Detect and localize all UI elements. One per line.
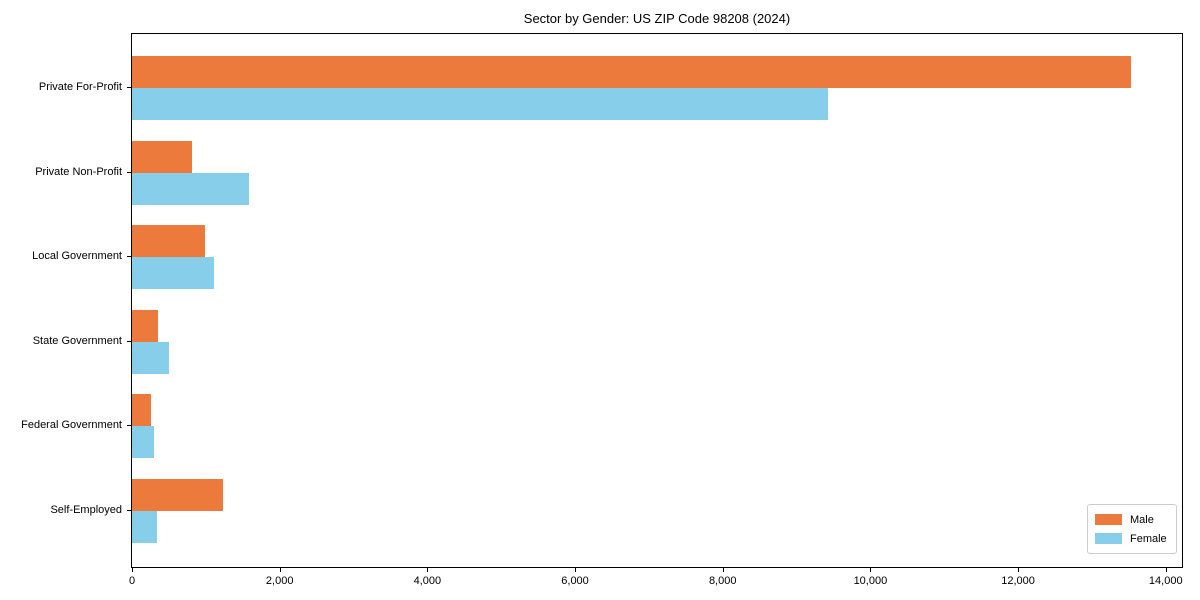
y-axis-label: Local Government	[32, 250, 122, 262]
bar-male-6	[132, 478, 223, 511]
bar-male-4	[132, 309, 158, 342]
x-tick-mark	[427, 568, 429, 572]
bar-female-3	[132, 257, 214, 289]
bar-male-2	[132, 140, 193, 173]
x-axis-label: 2,000	[265, 575, 294, 587]
bar-male-5	[132, 394, 152, 426]
x-axis-label: 12,000	[1001, 575, 1035, 587]
y-tick-mark	[127, 256, 131, 257]
x-axis-label: 14,000	[1148, 575, 1183, 587]
bar-female-5	[132, 426, 155, 458]
bar-female-6	[132, 510, 158, 543]
bar-male-1	[132, 56, 1132, 88]
chart-title: Sector by Gender: US ZIP Code 98208 (202…	[523, 11, 791, 26]
y-axis-label: Federal Government	[21, 419, 122, 431]
x-tick-mark	[575, 568, 577, 572]
plot-area	[131, 33, 1183, 568]
bar-female-2	[132, 172, 249, 205]
y-axis-label: Self-Employed	[50, 503, 122, 516]
y-tick-mark	[127, 509, 131, 511]
bar-female-4	[132, 341, 169, 374]
x-tick-mark	[870, 568, 872, 572]
y-axis-label: Private Non-Profit	[35, 165, 122, 178]
x-tick-mark	[132, 568, 133, 572]
x-axis-label: 4,000	[413, 575, 442, 587]
legend-label-male: Male	[1130, 513, 1154, 526]
legend-item-female: Female	[1095, 529, 1168, 548]
y-axis-label: State Government	[32, 334, 122, 347]
x-tick-mark	[722, 568, 724, 572]
male-swatch	[1095, 514, 1122, 525]
bar-female-1	[132, 88, 829, 120]
x-axis-label: 0	[128, 575, 136, 587]
x-tick-mark	[1165, 568, 1167, 572]
y-tick-mark	[127, 340, 131, 342]
x-tick-mark	[279, 568, 281, 572]
y-axis-label: Private For-Profit	[38, 81, 122, 93]
legend-item-male: Male	[1095, 510, 1168, 529]
y-tick-mark	[127, 425, 131, 426]
legend: Male Female	[1087, 504, 1177, 554]
legend-label-female: Female	[1130, 532, 1167, 545]
x-axis-label: 6,000	[561, 575, 589, 587]
bar-male-3	[132, 225, 206, 257]
female-swatch	[1095, 533, 1122, 544]
y-tick-mark	[127, 87, 131, 88]
x-axis-label: 10,000	[853, 575, 888, 587]
y-tick-mark	[127, 171, 131, 173]
x-axis-label: 8,000	[708, 575, 737, 587]
x-tick-mark	[1018, 568, 1020, 572]
